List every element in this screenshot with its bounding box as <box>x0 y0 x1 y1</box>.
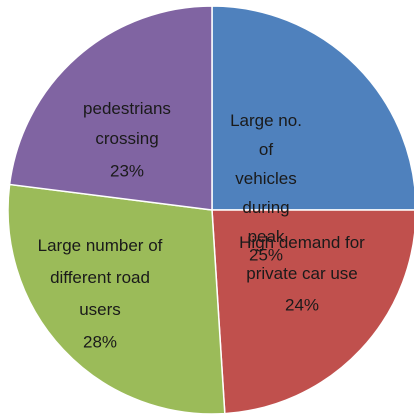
pie-slice <box>7 183 226 415</box>
slice-percent: 24% <box>285 295 319 314</box>
pie-slice <box>8 5 213 211</box>
pie-slice <box>211 5 414 211</box>
pie-slice <box>211 209 414 415</box>
slice-label: Large number of different road users <box>38 236 163 319</box>
slice-label: High demand for private car use <box>239 233 365 283</box>
slice-label: pedestrians crossing <box>83 99 171 148</box>
slice-percent: 23% <box>110 161 144 180</box>
slice-label: Large no. of vehicles during peak <box>230 111 302 246</box>
slice-percent: 28% <box>83 332 117 351</box>
slice-percent: 25% <box>249 245 283 264</box>
